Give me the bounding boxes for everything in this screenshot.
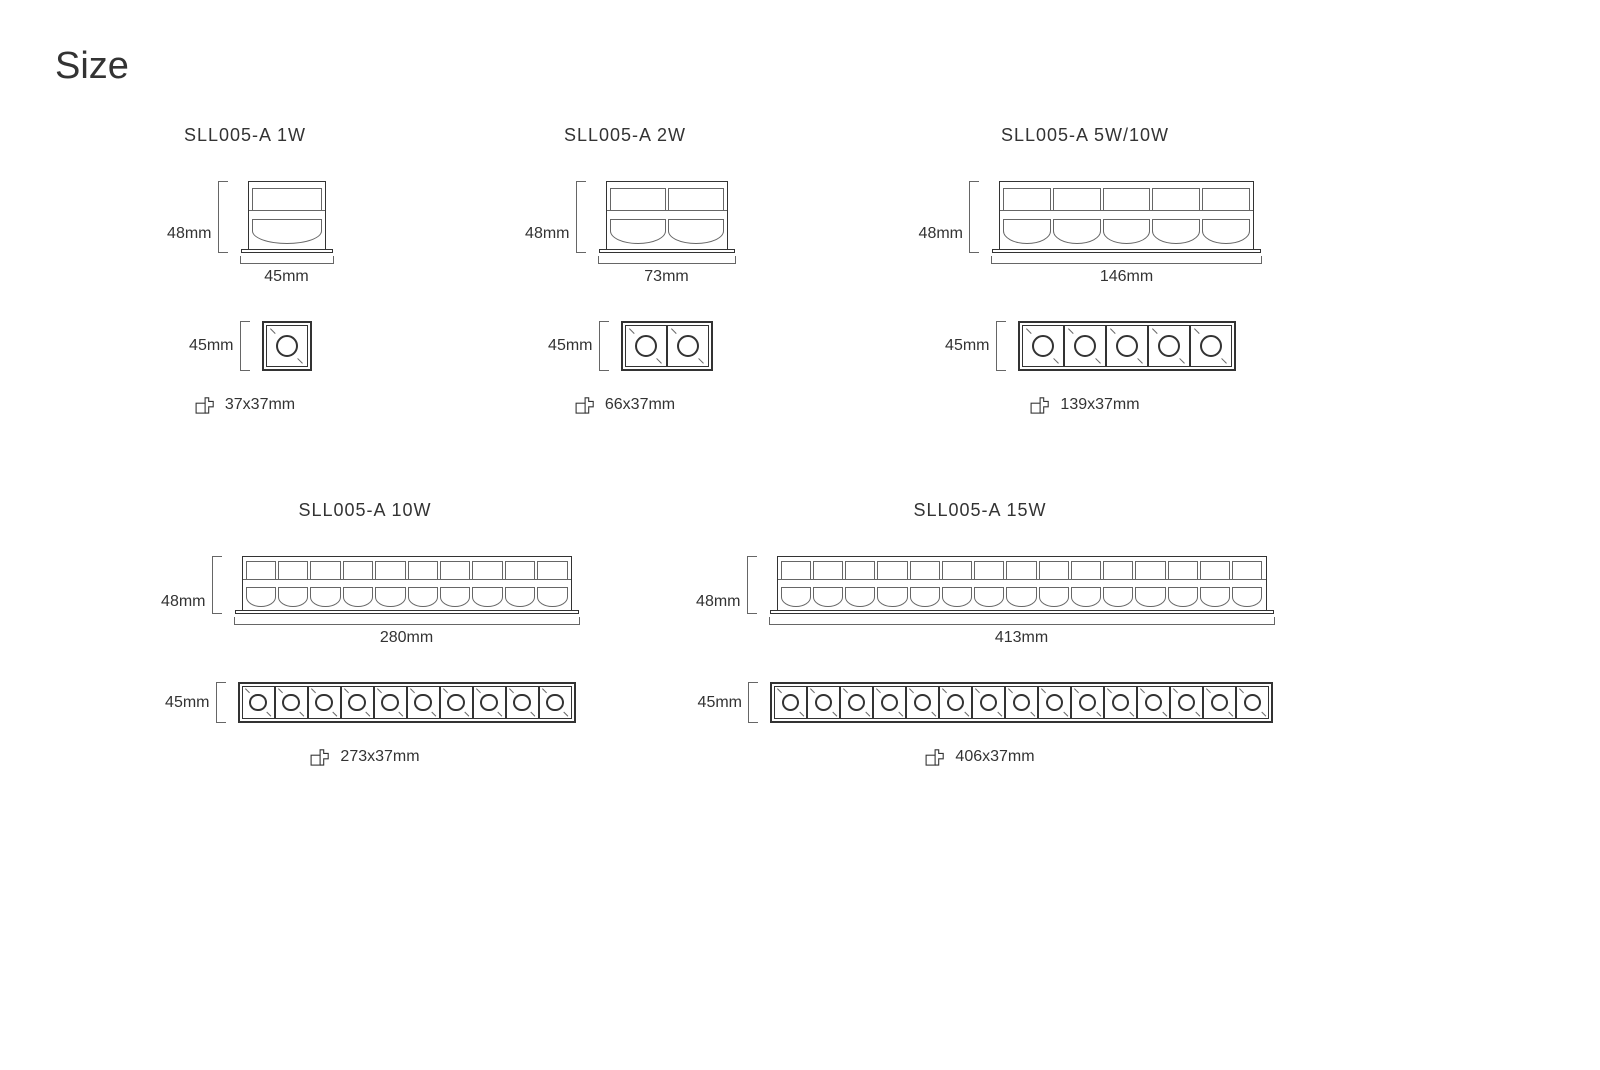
product-p2: SLL005-A 2W 48mm 73mm 45mm 66x37mm	[455, 125, 795, 414]
product-title: SLL005-A 15W	[620, 500, 1340, 521]
cutout-row: 66x37mm	[455, 396, 795, 414]
product-title: SLL005-A 5W/10W	[845, 125, 1325, 146]
height-label: 48mm	[908, 225, 963, 243]
bottom-view-drawing	[770, 682, 1273, 723]
side-view-drawing	[999, 181, 1254, 253]
width-dimension-line	[598, 256, 736, 264]
cutout-row: 406x37mm	[620, 748, 1340, 766]
bottom-view-row: 45mm	[85, 682, 645, 723]
cutout-icon	[195, 396, 217, 414]
width-dimension-line	[991, 256, 1262, 264]
bottom-height-label: 45mm	[687, 694, 742, 712]
side-view-row: 48mm 146mm	[845, 181, 1325, 286]
cutout-icon	[575, 396, 597, 414]
width-dimension-line	[240, 256, 334, 264]
bottom-height-dimension-line	[216, 682, 226, 723]
cutout-row: 37x37mm	[95, 396, 395, 414]
bottom-height-dimension-line	[996, 321, 1006, 371]
bottom-height-label: 45mm	[538, 337, 593, 355]
side-view-row: 48mm 413mm	[620, 556, 1340, 647]
width-label: 45mm	[264, 268, 308, 286]
side-view-drawing	[606, 181, 728, 253]
cutout-icon	[310, 748, 332, 766]
cutout-label: 66x37mm	[605, 396, 675, 414]
height-label: 48mm	[151, 593, 206, 611]
cutout-icon	[925, 748, 947, 766]
product-p5: SLL005-A 15W 48mm 413mm 45mm 406x37mm	[620, 500, 1340, 766]
bottom-height-dimension-line	[599, 321, 609, 371]
bottom-height-dimension-line	[240, 321, 250, 371]
side-view-drawing	[777, 556, 1267, 614]
height-dimension-line	[218, 181, 228, 253]
bottom-height-dimension-line	[748, 682, 758, 723]
height-label: 48mm	[157, 225, 212, 243]
cutout-label: 37x37mm	[225, 396, 295, 414]
height-dimension-line	[212, 556, 222, 614]
bottom-view-row: 45mm	[620, 682, 1340, 723]
bottom-height-label: 45mm	[179, 337, 234, 355]
page-title: Size	[55, 45, 129, 88]
bottom-view-row: 45mm	[95, 321, 395, 371]
bottom-view-row: 45mm	[845, 321, 1325, 371]
bottom-view-drawing	[1018, 321, 1236, 371]
product-p3: SLL005-A 5W/10W 48mm 146mm 45mm 139x37mm	[845, 125, 1325, 414]
product-title: SLL005-A 10W	[85, 500, 645, 521]
cutout-label: 139x37mm	[1060, 396, 1139, 414]
side-view-row: 48mm 73mm	[455, 181, 795, 286]
cutout-label: 406x37mm	[955, 748, 1034, 766]
height-label: 48mm	[686, 593, 741, 611]
bottom-height-label: 45mm	[935, 337, 990, 355]
cutout-row: 139x37mm	[845, 396, 1325, 414]
product-title: SLL005-A 1W	[95, 125, 395, 146]
cutout-icon	[1030, 396, 1052, 414]
bottom-view-drawing	[262, 321, 312, 371]
cutout-label: 273x37mm	[340, 748, 419, 766]
cutout-row: 273x37mm	[85, 748, 645, 766]
bottom-view-row: 45mm	[455, 321, 795, 371]
width-label: 413mm	[995, 629, 1048, 647]
product-p1: SLL005-A 1W 48mm 45mm 45mm 37x37mm	[95, 125, 395, 414]
height-dimension-line	[576, 181, 586, 253]
height-dimension-line	[969, 181, 979, 253]
product-title: SLL005-A 2W	[455, 125, 795, 146]
bottom-view-drawing	[621, 321, 713, 371]
width-dimension-line	[769, 617, 1275, 625]
side-view-row: 48mm 280mm	[85, 556, 645, 647]
width-label: 146mm	[1100, 268, 1153, 286]
width-dimension-line	[234, 617, 580, 625]
product-p4: SLL005-A 10W 48mm 280mm 45mm 273x37mm	[85, 500, 645, 766]
height-dimension-line	[747, 556, 757, 614]
bottom-view-drawing	[238, 682, 576, 723]
side-view-drawing	[248, 181, 326, 253]
bottom-height-label: 45mm	[155, 694, 210, 712]
side-view-row: 48mm 45mm	[95, 181, 395, 286]
width-label: 280mm	[380, 629, 433, 647]
side-view-drawing	[242, 556, 572, 614]
height-label: 48mm	[515, 225, 570, 243]
width-label: 73mm	[644, 268, 688, 286]
